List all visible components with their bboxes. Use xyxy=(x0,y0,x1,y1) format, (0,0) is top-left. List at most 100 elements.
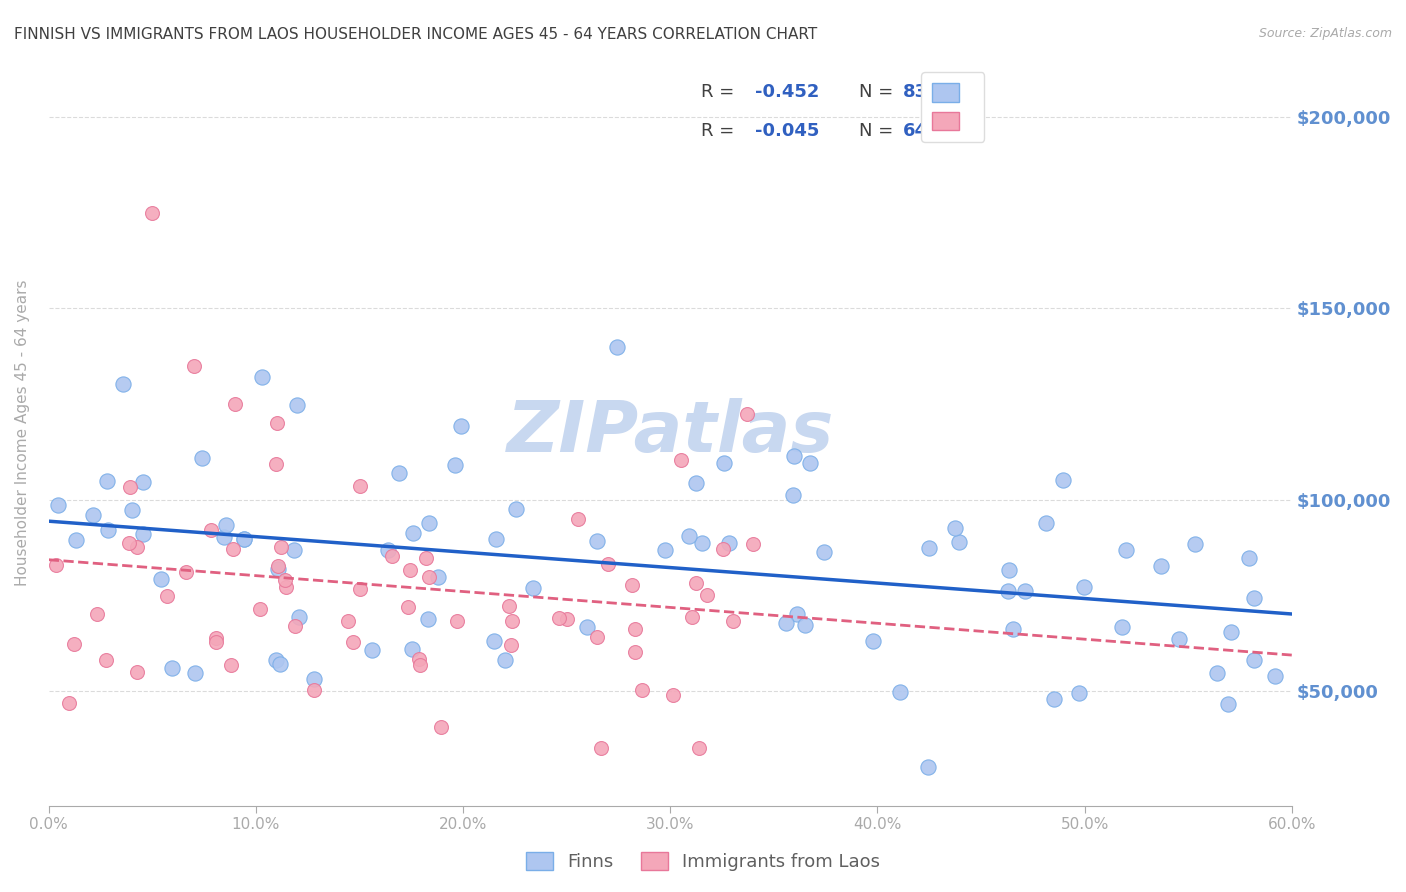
Point xyxy=(121,503,143,517)
Point xyxy=(1150,558,1173,573)
Point xyxy=(606,339,628,353)
Point xyxy=(696,588,718,602)
Point xyxy=(1001,622,1024,636)
Point xyxy=(418,570,440,584)
Point xyxy=(681,610,703,624)
Point xyxy=(623,622,645,636)
Point xyxy=(304,672,326,686)
Point xyxy=(498,599,520,614)
Point xyxy=(499,638,522,652)
Point xyxy=(631,682,654,697)
Point xyxy=(58,696,80,710)
Point xyxy=(408,652,430,666)
Point xyxy=(399,563,422,577)
Point xyxy=(429,720,451,734)
Point xyxy=(418,516,440,530)
Point xyxy=(212,530,235,544)
Point xyxy=(361,643,384,657)
Point xyxy=(96,474,118,488)
Point xyxy=(111,376,134,391)
Point xyxy=(120,480,142,494)
Point xyxy=(132,475,155,489)
Point xyxy=(160,661,183,675)
Point xyxy=(118,536,141,550)
Point xyxy=(522,581,544,595)
Point xyxy=(426,570,449,584)
Legend: Finns, Immigrants from Laos: Finns, Immigrants from Laos xyxy=(519,845,887,879)
Point xyxy=(388,466,411,480)
Point xyxy=(575,620,598,634)
Point xyxy=(555,612,578,626)
Point xyxy=(1115,542,1137,557)
Point xyxy=(156,590,179,604)
Point xyxy=(266,653,288,667)
Point xyxy=(685,476,707,491)
Point xyxy=(215,517,238,532)
Point xyxy=(735,408,758,422)
Point xyxy=(233,533,256,547)
Point xyxy=(336,614,359,628)
Point xyxy=(46,498,69,512)
Text: R =: R = xyxy=(702,84,741,102)
Point xyxy=(267,558,290,573)
Point xyxy=(589,741,612,756)
Point xyxy=(998,563,1021,577)
Point xyxy=(945,521,967,535)
Point xyxy=(505,502,527,516)
Point xyxy=(402,525,425,540)
Point xyxy=(620,577,643,591)
Point xyxy=(415,551,437,566)
Point xyxy=(219,658,242,673)
Text: N =: N = xyxy=(859,122,900,140)
Point xyxy=(191,451,214,466)
Point xyxy=(1043,692,1066,706)
Point xyxy=(948,535,970,549)
Point xyxy=(204,635,226,649)
Point xyxy=(786,607,808,621)
Point xyxy=(742,537,765,551)
Point xyxy=(249,602,271,616)
Text: 64: 64 xyxy=(903,122,928,140)
Point xyxy=(713,456,735,470)
Point xyxy=(586,630,609,644)
Point xyxy=(1184,537,1206,551)
Point xyxy=(1035,516,1057,530)
Point xyxy=(662,688,685,702)
Point xyxy=(1052,474,1074,488)
Point xyxy=(485,532,508,546)
Point xyxy=(127,541,149,555)
Point xyxy=(1237,550,1260,565)
Point xyxy=(252,369,274,384)
Point xyxy=(624,644,647,658)
Point xyxy=(1014,584,1036,599)
Point xyxy=(1243,653,1265,667)
Point xyxy=(183,665,205,680)
Point xyxy=(396,599,419,614)
Point xyxy=(775,616,797,631)
Point xyxy=(349,582,371,596)
Point xyxy=(266,416,288,430)
Point xyxy=(96,653,118,667)
Point xyxy=(1219,624,1241,639)
Point xyxy=(862,634,884,648)
Point xyxy=(889,685,911,699)
Point xyxy=(264,457,287,471)
Point xyxy=(342,635,364,649)
Point xyxy=(918,541,941,555)
Point xyxy=(270,540,292,554)
Point xyxy=(377,543,399,558)
Point xyxy=(783,450,806,464)
Point xyxy=(418,612,440,626)
Text: 83: 83 xyxy=(903,84,928,102)
Point xyxy=(222,542,245,557)
Point xyxy=(349,478,371,492)
Point xyxy=(654,543,676,558)
Point xyxy=(1069,686,1091,700)
Point xyxy=(1218,697,1240,711)
Point xyxy=(598,557,620,571)
Point xyxy=(1111,620,1133,634)
Point xyxy=(97,523,120,537)
Point xyxy=(200,524,222,538)
Point xyxy=(494,653,516,667)
Point xyxy=(1205,665,1227,680)
